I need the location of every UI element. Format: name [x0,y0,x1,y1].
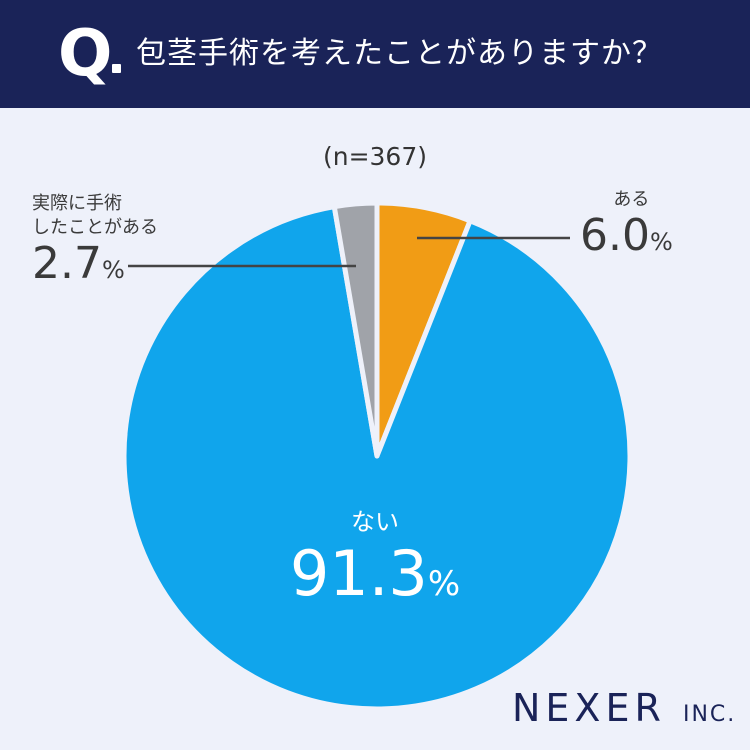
slice-name-surgery-line1: 実際に手術 [32,193,122,214]
slice-label-yes: ある 6.0% [580,188,673,266]
header-bar: Q 包茎手術を考えたことがありますか？ [0,0,750,108]
sample-size: (n=367) [322,142,428,171]
slice-name-no: ない [351,508,399,536]
slice-label-no: ない 91.3% [250,505,500,619]
slice-name-surgery-line2: したことがある [32,217,158,238]
nexer-logo: NEXER INC. [512,686,737,730]
question-title: 包茎手術を考えたことがありますか？ [136,36,663,71]
q-dot [112,64,121,73]
pct-unit: % [649,228,673,256]
slice-name-yes: ある [613,189,650,210]
slice-label-surgery: 実際に手術 したことがある 2.7% [32,192,158,294]
slice-pct-no: 91.3 [289,537,428,610]
pct-unit: % [427,564,461,604]
slice-pct-surgery: 2.7 [32,238,102,289]
pct-unit: % [101,256,125,284]
slice-pct-yes: 6.0 [580,210,650,261]
q-mark: Q [58,17,113,91]
